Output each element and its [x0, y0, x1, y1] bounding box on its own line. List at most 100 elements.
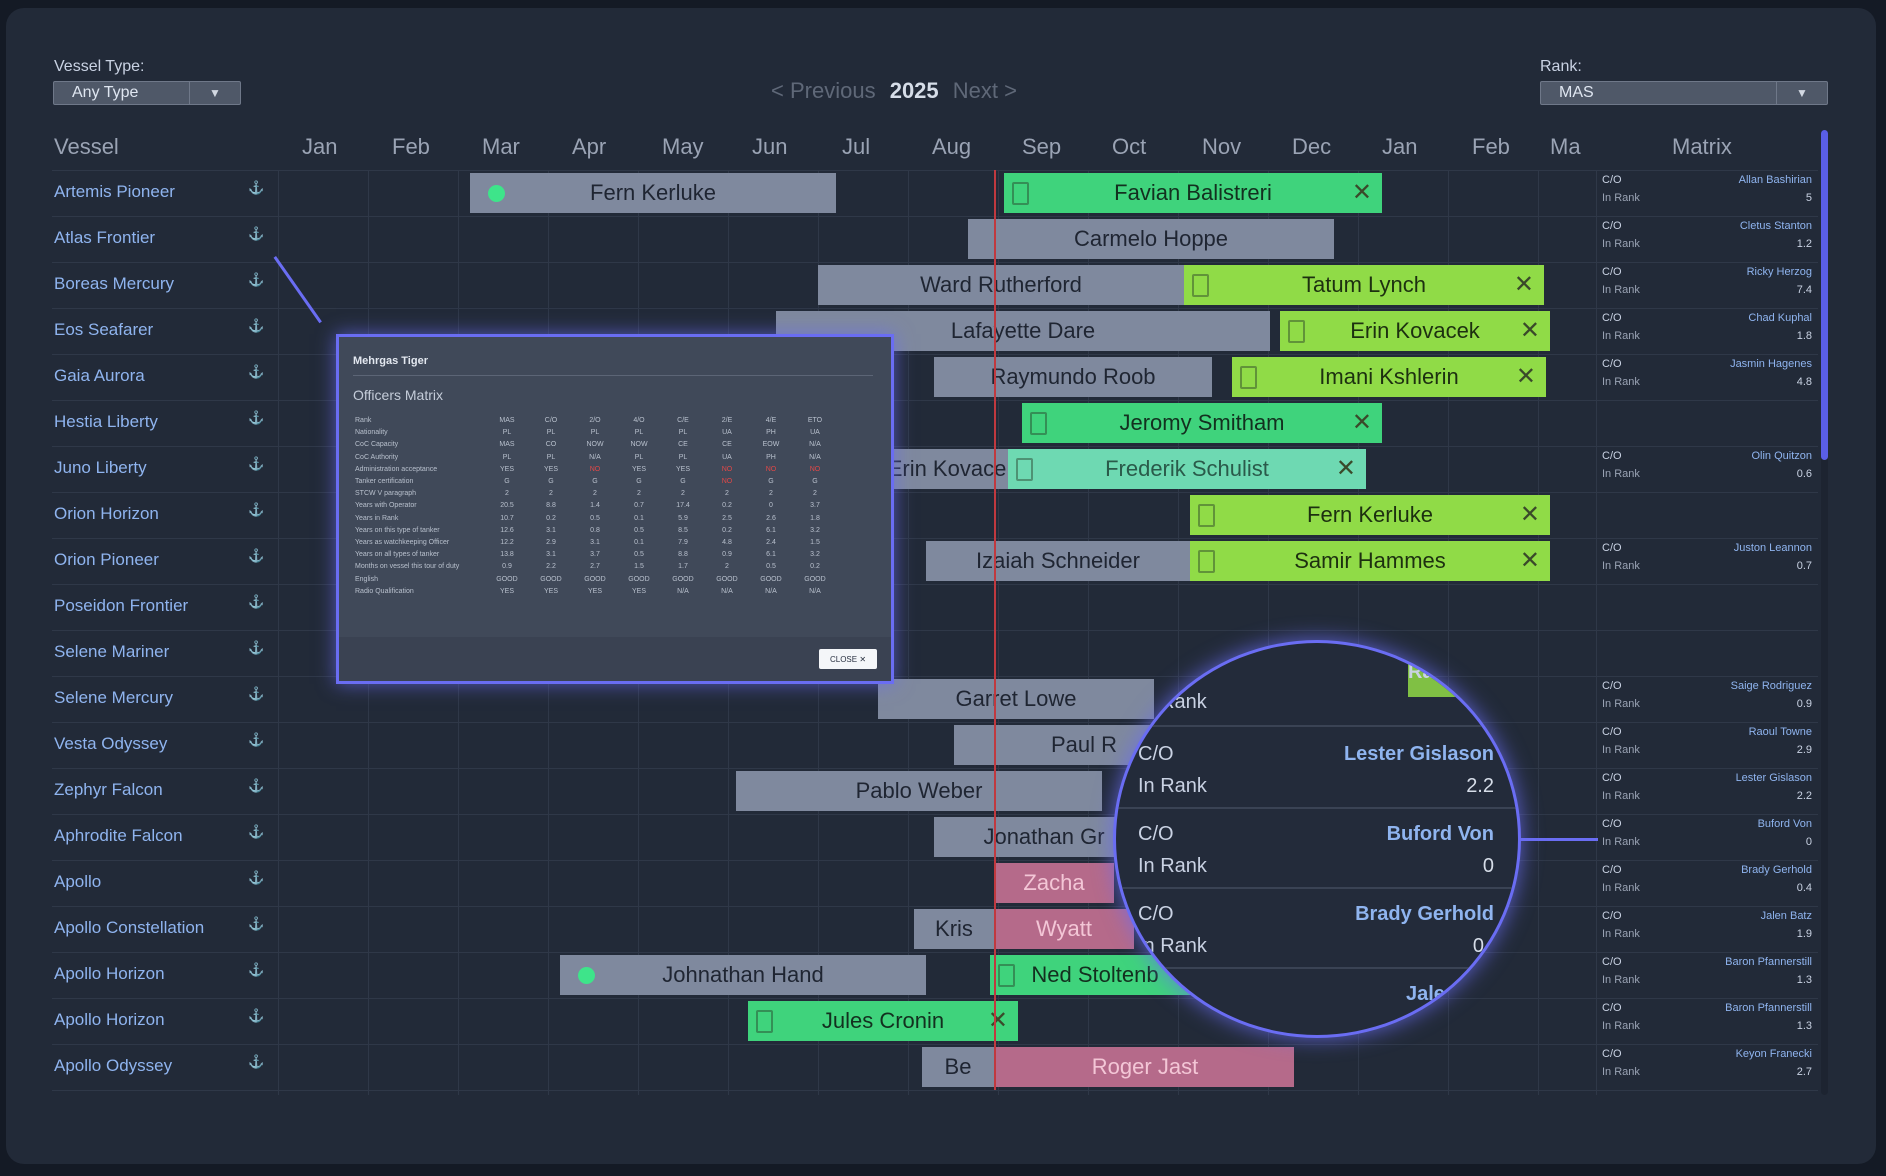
assignment-bar[interactable]: Erin Kovacek ✕ — [1280, 311, 1550, 351]
assignment-bar[interactable]: Tatum Lynch ✕ — [1184, 265, 1544, 305]
vessel-info-icon[interactable]: ⚓ — [248, 640, 265, 655]
vessel-info-icon[interactable]: ⚓ — [248, 456, 265, 471]
vessel-info-icon[interactable]: ⚓ — [248, 686, 265, 701]
close-icon[interactable]: ✕ — [987, 1007, 1008, 1034]
vessel-name[interactable]: Orion Horizon — [54, 504, 159, 523]
assignment-bar[interactable]: Pablo Weber — [736, 771, 1102, 811]
vessel-info-icon[interactable]: ⚓ — [248, 916, 265, 931]
document-icon[interactable] — [1012, 182, 1029, 205]
matrix-cell[interactable]: C/O In Rank Baron Pfannerstill 1.3 — [1600, 952, 1812, 998]
vessel-name[interactable]: Apollo Horizon — [54, 1010, 165, 1029]
document-icon[interactable] — [1192, 274, 1209, 297]
vessel-name[interactable]: Poseidon Frontier — [54, 596, 189, 615]
vessel-name[interactable]: Apollo Odyssey — [54, 1056, 173, 1075]
matrix-cell[interactable]: C/O In Rank Jasmin Hagenes 4.8 — [1600, 354, 1812, 400]
close-icon[interactable]: ✕ — [1519, 547, 1540, 574]
vessel-name[interactable]: Orion Pioneer — [54, 550, 159, 569]
chevron-down-icon[interactable]: ▼ — [1776, 82, 1827, 104]
assignment-bar[interactable]: Izaiah Schneider — [926, 541, 1190, 581]
close-icon[interactable]: ✕ — [1515, 363, 1536, 390]
close-icon[interactable]: ✕ — [1513, 271, 1534, 298]
document-icon[interactable] — [1198, 504, 1215, 527]
document-icon[interactable] — [1288, 320, 1305, 343]
assignment-bar[interactable]: Jeromy Smitham ✕ — [1022, 403, 1382, 443]
matrix-cell[interactable]: C/O In Rank Lester Gislason 2.2 — [1600, 768, 1812, 814]
document-icon[interactable] — [756, 1010, 773, 1033]
vessel-info-icon[interactable]: ⚓ — [248, 778, 265, 793]
assignment-bar[interactable]: Frederik Schulist ✕ — [1008, 449, 1366, 489]
matrix-cell[interactable]: C/O In Rank Cletus Stanton 1.2 — [1600, 216, 1812, 262]
vessel-info-icon[interactable]: ⚓ — [248, 1008, 265, 1023]
matrix-cell[interactable]: C/O In Rank Ricky Herzog 7.4 — [1600, 262, 1812, 308]
matrix-cell[interactable]: C/O In Rank Juston Leannon 0.7 — [1600, 538, 1812, 584]
assignment-bar[interactable]: Carmelo Hoppe — [968, 219, 1334, 259]
assignment-bar[interactable]: Favian Balistreri ✕ — [1004, 173, 1382, 213]
vessel-info-icon[interactable]: ⚓ — [248, 318, 265, 333]
vessel-info-icon[interactable]: ⚓ — [248, 824, 265, 839]
assignment-bar[interactable]: Garret Lowe — [878, 679, 1154, 719]
vessel-name[interactable]: Atlas Frontier — [54, 228, 156, 247]
chevron-down-icon[interactable]: ▼ — [189, 82, 240, 104]
matrix-cell[interactable]: C/O In Rank Brady Gerhold 0.4 — [1600, 860, 1812, 906]
close-icon[interactable]: ✕ — [1335, 455, 1356, 482]
vessel-info-icon[interactable]: ⚓ — [248, 502, 265, 517]
close-button[interactable]: CLOSE ✕ — [819, 649, 877, 669]
vessel-name[interactable]: Artemis Pioneer — [54, 182, 175, 201]
assignment-bar[interactable]: Fern Kerluke ✕ — [1190, 495, 1550, 535]
matrix-cell[interactable]: C/O In Rank Olin Quitzon 0.6 — [1600, 446, 1812, 492]
document-icon[interactable] — [1240, 366, 1257, 389]
close-icon[interactable]: ✕ — [1519, 501, 1540, 528]
vessel-name[interactable]: Selene Mariner — [54, 642, 170, 661]
close-icon[interactable]: ✕ — [1351, 409, 1372, 436]
vessel-name[interactable]: Juno Liberty — [54, 458, 147, 477]
assignment-bar[interactable]: Fern Kerluke — [470, 173, 836, 213]
assignment-bar[interactable]: Jonathan Gr — [934, 817, 1154, 857]
assignment-bar[interactable]: Wyatt — [994, 909, 1134, 949]
matrix-cell[interactable]: C/O In Rank Jalen Batz 1.9 — [1600, 906, 1812, 952]
vessel-info-icon[interactable]: ⚓ — [248, 180, 265, 195]
matrix-cell[interactable]: C/O In Rank Keyon Franecki 2.7 — [1600, 1044, 1812, 1090]
document-icon[interactable] — [1198, 550, 1215, 573]
vessel-name[interactable]: Aphrodite Falcon — [54, 826, 183, 845]
assignment-bar[interactable]: Ned Stoltenb — [990, 955, 1200, 995]
next-year-button[interactable]: Next > — [952, 78, 1017, 103]
vessel-info-icon[interactable]: ⚓ — [248, 870, 265, 885]
vessel-info-icon[interactable]: ⚓ — [248, 364, 265, 379]
vessel-name[interactable]: Apollo Horizon — [54, 964, 165, 983]
close-icon[interactable]: ✕ — [1351, 179, 1372, 206]
assignment-bar[interactable]: Raymundo Roob — [934, 357, 1212, 397]
matrix-cell[interactable]: C/O In Rank Raoul Towne 2.9 — [1600, 722, 1812, 768]
vessel-info-icon[interactable]: ⚓ — [248, 732, 265, 747]
vessel-name[interactable]: Boreas Mercury — [54, 274, 174, 293]
assignment-bar[interactable]: Kris — [914, 909, 994, 949]
vessel-name[interactable]: Gaia Aurora — [54, 366, 145, 385]
assignment-bar[interactable]: Imani Kshlerin ✕ — [1232, 357, 1546, 397]
matrix-cell[interactable]: C/O In Rank Chad Kuphal 1.8 — [1600, 308, 1812, 354]
vessel-info-icon[interactable]: ⚓ — [248, 548, 265, 563]
matrix-cell[interactable]: C/O In Rank Allan Bashirian 5 — [1600, 170, 1812, 216]
assignment-bar[interactable]: Roger Jast — [996, 1047, 1294, 1087]
assignment-bar[interactable]: Erin Kovace — [884, 449, 1010, 489]
scrollbar-track[interactable] — [1821, 130, 1828, 1095]
assignment-bar[interactable]: Samir Hammes ✕ — [1190, 541, 1550, 581]
vessel-info-icon[interactable]: ⚓ — [248, 272, 265, 287]
previous-year-button[interactable]: < Previous — [771, 78, 876, 103]
vessel-info-icon[interactable]: ⚓ — [248, 410, 265, 425]
assignment-bar[interactable]: Zacha — [994, 863, 1114, 903]
scrollbar-thumb[interactable] — [1821, 130, 1828, 460]
matrix-cell[interactable]: C/O In Rank Buford Von 0 — [1600, 814, 1812, 860]
vessel-info-icon[interactable]: ⚓ — [248, 226, 265, 241]
assignment-bar[interactable]: Ward Rutherford — [818, 265, 1184, 305]
assignment-bar[interactable]: Be — [922, 1047, 994, 1087]
vessel-type-select[interactable]: Any Type ▼ — [53, 81, 241, 105]
document-icon[interactable] — [1016, 458, 1033, 481]
vessel-info-icon[interactable]: ⚓ — [248, 594, 265, 609]
vessel-info-icon[interactable]: ⚓ — [248, 1054, 265, 1069]
vessel-name[interactable]: Vesta Odyssey — [54, 734, 168, 753]
matrix-cell[interactable]: C/O In Rank Saige Rodriguez 0.9 — [1600, 676, 1812, 722]
rank-select[interactable]: MAS ▼ — [1540, 81, 1828, 105]
vessel-name[interactable]: Apollo Constellation — [54, 918, 205, 937]
vessel-info-icon[interactable]: ⚓ — [248, 962, 265, 977]
vessel-name[interactable]: Zephyr Falcon — [54, 780, 163, 799]
matrix-cell[interactable]: C/O In Rank Baron Pfannerstill 1.3 — [1600, 998, 1812, 1044]
